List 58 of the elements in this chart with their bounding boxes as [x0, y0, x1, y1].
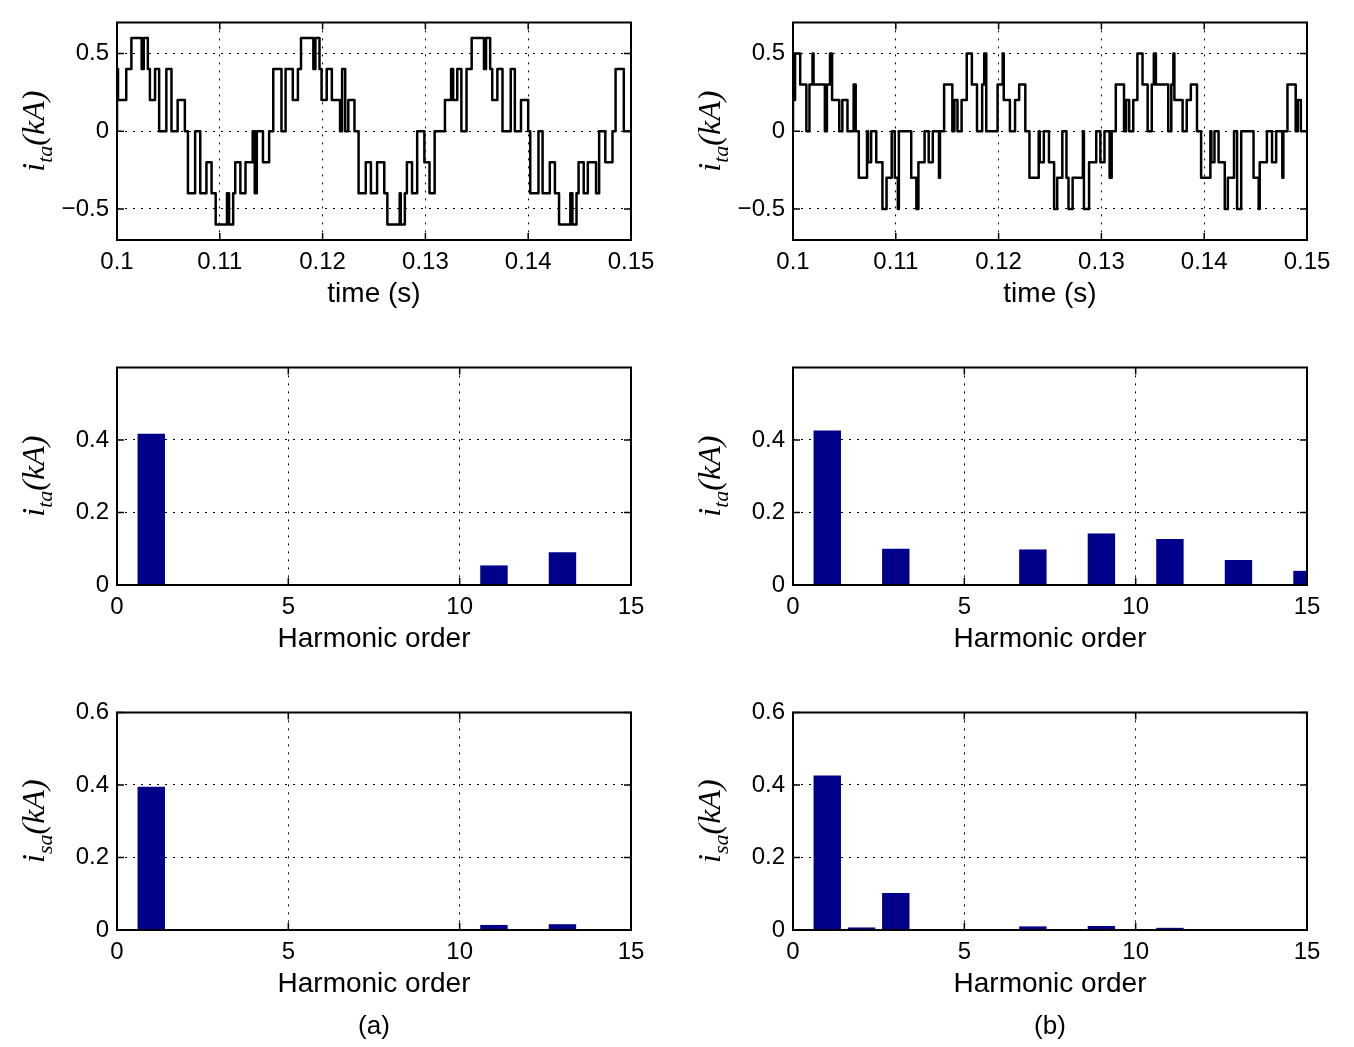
y-axis-title: isa(kA) [15, 779, 57, 863]
x-tick-label: 0.13 [402, 247, 449, 275]
y-tick-label: 0.4 [75, 424, 109, 452]
y-tick-label: 0.4 [751, 769, 785, 797]
y-tick-label: 0.2 [751, 497, 785, 525]
x-tick-label: 0.11 [873, 247, 919, 275]
x-tick-label: 10 [446, 592, 474, 620]
x-tick-label: 0.15 [1283, 247, 1331, 275]
x-axis-title: time (s) [327, 276, 421, 308]
text: (a) [358, 1010, 390, 1040]
x-tick-label: 10 [446, 937, 474, 965]
x-tick-label: 5 [957, 937, 972, 965]
x-tick-label: 5 [957, 592, 972, 620]
y-tick-label: 0.4 [75, 769, 109, 797]
y-tick-label: 0 [771, 914, 785, 942]
x-axis-title: Harmonic order [277, 621, 471, 653]
y-tick-label: −0.5 [737, 193, 785, 221]
y-axis-title: ita(kA) [15, 90, 57, 172]
x-tick-label: 0.12 [975, 247, 1022, 275]
x-tick-label: 15 [1293, 937, 1321, 965]
y-tick-label: 0.6 [751, 697, 785, 725]
x-tick-label: 0.1 [100, 247, 134, 275]
text: (b) [1034, 1010, 1066, 1040]
x-tick-label: 15 [617, 937, 645, 965]
x-tick-label: 15 [617, 592, 645, 620]
x-tick-label: 0.12 [299, 247, 346, 275]
y-tick-label: 0 [771, 115, 785, 143]
x-tick-label: 10 [1122, 592, 1150, 620]
x-tick-label: 15 [1293, 592, 1321, 620]
x-tick-label: 0.15 [607, 247, 655, 275]
x-axis-title: Harmonic order [953, 966, 1147, 998]
y-tick-label: 0.2 [751, 842, 785, 870]
y-tick-label: 0 [771, 569, 785, 597]
x-axis-title: Harmonic order [953, 621, 1147, 653]
y-axis-title: ita(kA) [691, 90, 733, 172]
x-tick-label: 10 [1122, 937, 1150, 965]
x-tick-label: 0.14 [504, 247, 552, 275]
x-axis-title: Harmonic order [277, 966, 471, 998]
y-tick-label: 0.6 [75, 697, 109, 725]
x-tick-label: 0.1 [776, 247, 810, 275]
x-tick-label: 5 [281, 937, 296, 965]
y-tick-label: 0.2 [75, 842, 109, 870]
y-axis-title: isa(kA) [691, 779, 733, 863]
y-axis-title: ita(kA) [15, 435, 57, 517]
y-tick-label: 0.5 [75, 38, 109, 66]
y-tick-label: 0.4 [751, 424, 785, 452]
y-axis-title: ita(kA) [691, 435, 733, 517]
x-tick-label: 0.14 [1180, 247, 1228, 275]
y-tick-label: 0 [95, 115, 109, 143]
x-tick-label: 5 [281, 592, 296, 620]
x-axis-title: time (s) [1003, 276, 1097, 308]
y-tick-label: 0 [95, 569, 109, 597]
y-tick-label: 0.2 [75, 497, 109, 525]
x-tick-label: 0.13 [1078, 247, 1125, 275]
y-tick-label: −0.5 [61, 193, 109, 221]
y-tick-label: 0.5 [751, 38, 785, 66]
x-tick-label: 0.11 [197, 247, 243, 275]
y-tick-label: 0 [95, 914, 109, 942]
